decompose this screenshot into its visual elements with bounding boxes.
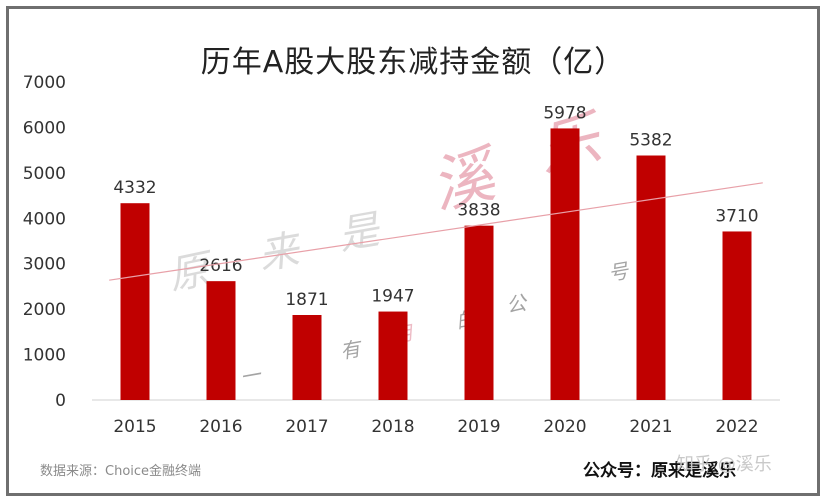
y-tick-label: 0 <box>55 391 66 411</box>
data-label: 3838 <box>457 201 500 221</box>
data-label: 5382 <box>629 131 672 151</box>
data-label: 1871 <box>285 290 328 310</box>
x-tick-label: 2022 <box>715 417 758 437</box>
data-label: 1947 <box>371 287 414 307</box>
data-label: 2616 <box>199 256 242 276</box>
bar <box>550 128 580 401</box>
data-source-note: 数据来源：Choice金融终端 <box>40 464 202 479</box>
chart-title: 历年A股大股东减持金额（亿） <box>200 45 626 80</box>
bar <box>636 155 666 400</box>
y-tick-label: 4000 <box>23 209 66 229</box>
y-tick-label: 3000 <box>23 255 66 275</box>
data-label: 3710 <box>715 206 758 226</box>
y-tick-label: 1000 <box>23 346 66 366</box>
x-tick-label: 2020 <box>543 417 586 437</box>
account-label: 公众号：原来是溪乐 <box>583 461 736 481</box>
x-tick-label: 2017 <box>285 417 328 437</box>
bar <box>120 203 150 400</box>
bar <box>292 315 322 400</box>
trendline <box>109 182 763 281</box>
bar <box>464 225 494 400</box>
x-tick-label: 2018 <box>371 417 414 437</box>
data-label: 5978 <box>543 103 586 123</box>
data-label: 4332 <box>113 178 156 198</box>
y-tick-label: 7000 <box>23 73 66 93</box>
x-tick-label: 2021 <box>629 417 672 437</box>
credit-watermark: 知乎 @溪乐 <box>676 454 772 475</box>
x-tick-label: 2019 <box>457 417 500 437</box>
x-tick-label: 2016 <box>199 417 242 437</box>
y-tick-label: 6000 <box>23 118 66 138</box>
x-tick-label: 2015 <box>113 417 156 437</box>
bar <box>378 311 408 400</box>
bar <box>722 231 752 400</box>
y-tick-label: 5000 <box>23 164 66 184</box>
y-tick-label: 2000 <box>23 300 66 320</box>
bar <box>206 281 236 400</box>
